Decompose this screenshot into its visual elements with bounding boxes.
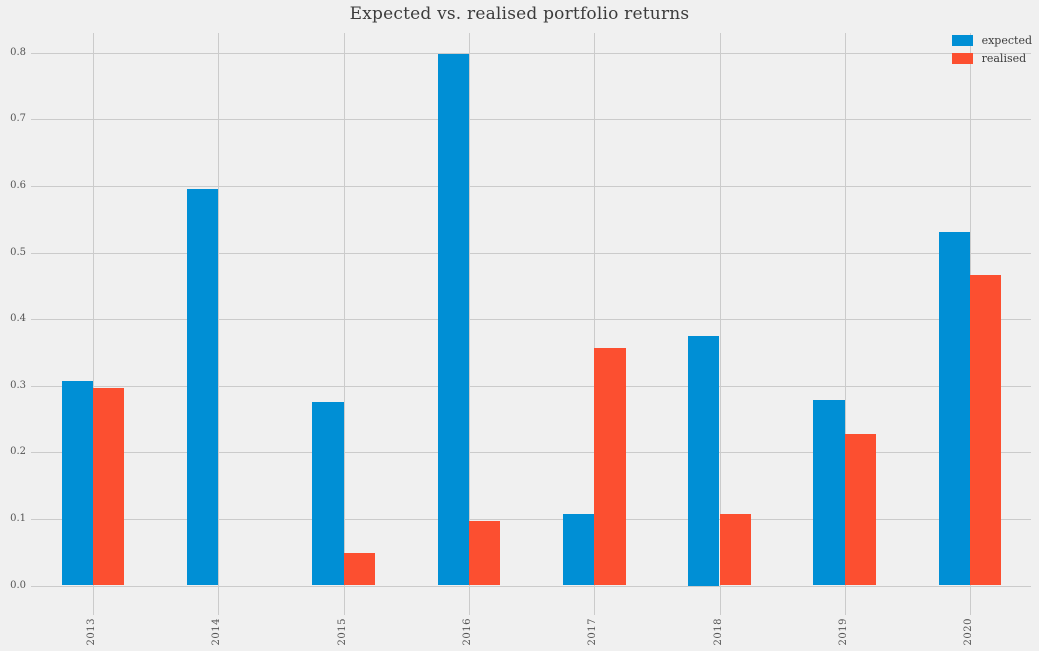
y-tick-label: 0.1 [10, 512, 26, 524]
y-tick-label: 0.3 [10, 379, 26, 391]
bar-realised-2013 [93, 388, 125, 586]
x-tick-label: 2016 [461, 618, 473, 646]
y-gridline-0.1 [31, 518, 1031, 520]
chart-title: Expected vs. realised portfolio returns [349, 4, 690, 24]
x-tick-label: 2013 [86, 618, 97, 646]
x-gridline-2013 [93, 33, 94, 610]
x-gridline-2014 [218, 33, 220, 610]
y-gridline-0.2 [31, 452, 1031, 454]
x-tick-mark [594, 610, 596, 615]
bar-realised-2016 [468, 520, 501, 586]
y-tick-label: 0.5 [10, 246, 26, 258]
bar-expected-2016 [437, 54, 469, 586]
y-gridline-0.8 [31, 52, 1031, 54]
bar-expected-2019 [813, 399, 845, 586]
x-tick-label: 2019 [837, 618, 849, 646]
y-gridline-0.7 [31, 119, 1031, 121]
x-tick-mark [468, 610, 470, 615]
bar-expected-2013 [61, 381, 93, 586]
x-tick-label: 2015 [336, 618, 348, 646]
y-tick-label: 0.7 [10, 113, 26, 125]
x-tick-label: 2018 [712, 618, 724, 646]
bar-expected-2017 [562, 514, 595, 586]
x-gridline-2018 [719, 33, 721, 610]
bar-realised-2020 [970, 275, 1002, 586]
bar-expected-2018 [688, 335, 720, 586]
y-tick-label: 0.6 [10, 179, 26, 191]
legend-swatch-realised [951, 53, 973, 64]
legend: expected realised [951, 34, 1032, 65]
x-tick-mark [970, 610, 972, 615]
x-tick-label: 2014 [211, 618, 223, 646]
y-gridline-0.4 [31, 319, 1031, 321]
legend-label: expected [981, 34, 1032, 47]
x-gridline-2015 [343, 33, 345, 610]
bar-expected-2015 [312, 401, 344, 586]
y-tick-label: 0.4 [10, 313, 26, 325]
x-tick-mark [719, 610, 721, 615]
x-gridline-2019 [844, 33, 846, 610]
y-gridline-0.5 [31, 252, 1031, 254]
legend-row-expected: expected [951, 34, 1032, 47]
legend-swatch-expected [951, 35, 973, 46]
bar-realised-2018 [719, 514, 751, 586]
legend-row-realised: realised [951, 52, 1032, 65]
bar-realised-2017 [594, 347, 626, 586]
x-tick-label: 2017 [587, 618, 599, 646]
bar-realised-2015 [343, 552, 375, 586]
x-gridline-2016 [468, 33, 470, 610]
x-tick-label: 2020 [963, 618, 975, 646]
x-gridline-2017 [594, 33, 596, 610]
legend-label: realised [981, 52, 1027, 65]
x-tick-mark [844, 610, 846, 615]
y-tick-label: 0.8 [10, 46, 26, 58]
y-tick-label: 0.2 [10, 446, 26, 458]
bar-expected-2020 [938, 231, 971, 586]
x-tick-mark [218, 610, 220, 615]
x-tick-mark [343, 610, 345, 615]
y-gridline-0.3 [31, 385, 1031, 387]
y-gridline-0.6 [31, 185, 1031, 187]
y-gridline-0.0 [31, 585, 1031, 587]
plot-area [31, 33, 1031, 610]
bar-expected-2014 [186, 189, 219, 586]
x-tick-mark [93, 610, 94, 615]
y-tick-label: 0.0 [10, 579, 26, 591]
bar-realised-2019 [844, 434, 877, 586]
